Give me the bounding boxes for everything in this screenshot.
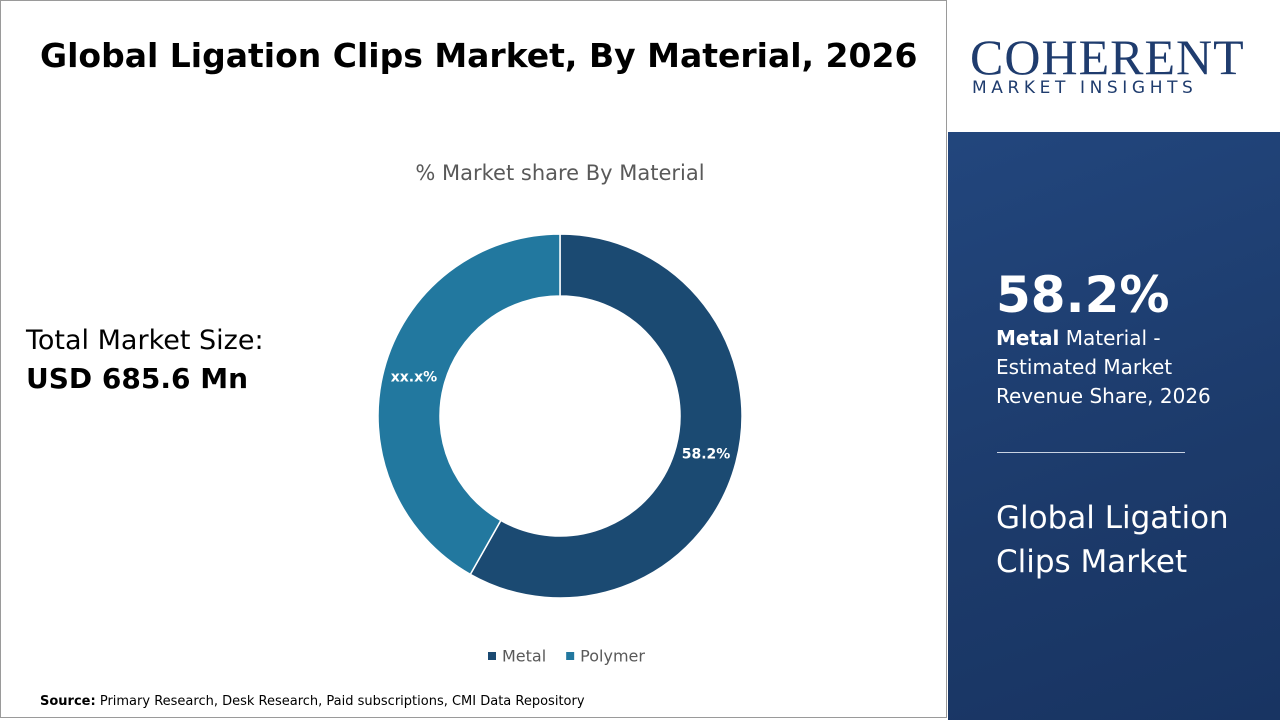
source-text: Primary Research, Desk Research, Paid su… <box>99 694 585 709</box>
logo-name: COHERENT <box>970 29 1245 85</box>
share-value: 58.2% <box>996 266 1170 324</box>
legend-label: Polymer <box>580 647 645 666</box>
slice <box>469 233 743 599</box>
side-panel <box>948 132 1280 720</box>
source-label: Source: <box>40 694 96 709</box>
logo-area <box>948 0 1280 132</box>
content-frame <box>0 0 947 718</box>
market-size-value: USD 685.6 Mn <box>26 362 249 395</box>
slice-label: 58.2% <box>682 446 731 462</box>
description-text: Material - Estimated Market Revenue Shar… <box>996 326 1211 408</box>
segment-name: Metal <box>996 326 1060 350</box>
chart-title: % Market share By Material <box>415 161 704 185</box>
logo-tagline: MARKET INSIGHTS <box>972 78 1198 98</box>
legend-swatch <box>566 652 575 660</box>
legend-label: Metal <box>502 647 546 666</box>
source-note: Source: Primary Research, Desk Research,… <box>40 694 585 709</box>
market-size-label: Total Market Size: <box>26 325 264 356</box>
divider <box>997 452 1185 453</box>
chart: % Market share By Material 58.2% xx.x% Met… <box>377 161 743 666</box>
slice-label: xx.x% <box>391 370 437 386</box>
page-title: Global Ligation Clips Market, By Materia… <box>40 36 918 75</box>
market-title: Global Ligation Clips Market <box>996 500 1229 580</box>
slice <box>377 233 561 576</box>
share-description: Metal Material - Estimated Market Revenu… <box>996 324 1211 411</box>
legend-swatch <box>488 652 496 660</box>
